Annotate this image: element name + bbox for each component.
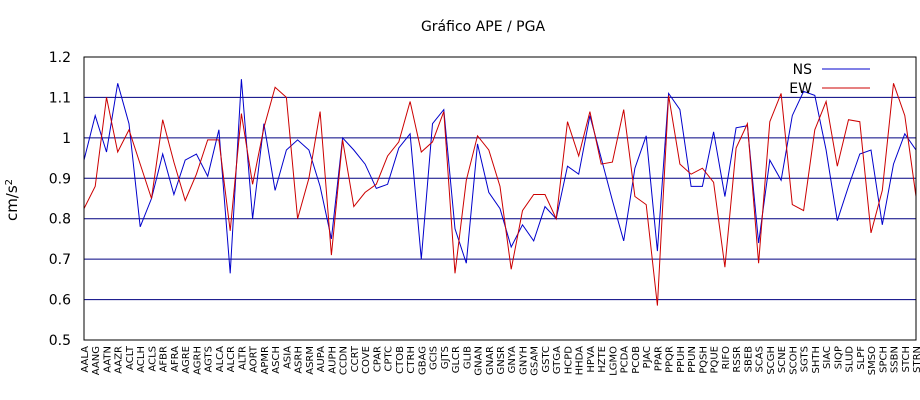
x-tick-label: GNSR [496,346,507,375]
x-tick-label: SHTH [811,346,822,374]
x-tick-label: AGTS [204,346,215,373]
y-tick-label: 1.1 [49,90,71,106]
x-tick-label: AFBR [159,346,170,372]
chart-title: Gráfico APE / PGA [421,19,545,35]
x-tick-label: AANG [91,346,102,375]
x-tick-label: GNAN [474,346,485,376]
x-tick-label: SLUD [845,346,856,373]
x-tick-label: ASCH [271,346,282,374]
x-tick-label: PQSH [698,346,709,374]
x-tick-label: GSTC [541,346,552,373]
x-tick-label: GCIS [429,346,440,370]
x-tick-label: GNYA [507,346,518,374]
x-tick-label: CTOB [395,346,406,374]
x-tick-label: SLPF [856,346,867,370]
x-tick-label: SGTS [800,346,811,372]
x-tick-label: RSSR [732,346,743,373]
x-tick-label: AATN [102,346,113,373]
legend: NS EW [789,62,870,97]
x-tick-label: AUPA [316,346,327,373]
x-tick-label: PJAC [642,346,653,368]
x-tick-label: SCNE [777,346,788,373]
x-tick-label: CCDN [339,346,350,375]
x-tick-label: AALA [80,346,91,373]
x-tick-label: SIAC [822,346,833,369]
x-tick-label: SMSO [867,346,878,375]
x-tick-label: GLCR [451,346,462,373]
x-axis-ticks: AALA AANG AATN AAZR ACLT ACLH ACLS AFBR AFRA AGRE… [80,345,920,376]
x-tick-label: ALTR [237,346,248,370]
x-tick-label: LGMO [608,346,619,376]
series-line-ew [83,83,917,306]
x-tick-label: APMR [260,346,271,374]
x-tick-label: PPAR [653,346,664,371]
x-tick-label: RIFO [721,346,732,370]
x-tick-label: SCOH [788,346,799,375]
legend-label: NS [793,62,812,78]
x-tick-label: SIQP [833,346,844,369]
x-tick-label: CPTC [384,346,395,372]
x-tick-label: ASRM [305,346,316,375]
x-tick-label: GBAG [417,346,428,375]
y-tick-label: 1.2 [49,50,71,66]
y-tick-label: 1 [62,131,71,147]
x-tick-label: COVE [361,346,372,374]
x-tick-label: ACLS [147,346,158,372]
y-tick-label: 0.8 [49,212,71,228]
series-line-ns [83,79,917,274]
x-tick-label: PPUH [676,346,687,373]
x-tick-label: GJTS [440,346,451,369]
x-tick-label: CCRT [350,345,361,372]
x-tick-label: HHDA [575,346,586,376]
y-axis-ticks: 0.5 0.6 0.7 0.8 0.9 1 1.1 1.2 [49,50,71,349]
x-tick-label: HPVA [586,346,597,373]
x-tick-label: ALCA [215,346,226,372]
x-tick-label: GSAM [530,346,541,376]
x-tick-label: HCPD [563,346,574,375]
x-tick-label: AUPH [327,346,338,374]
x-tick-label: SCGH [766,346,777,375]
x-tick-label: STRN [912,346,920,373]
x-tick-label: GNAR [485,346,496,375]
y-tick-label: 0.9 [49,171,71,187]
x-tick-label: AGRH [192,346,203,375]
x-tick-label: ASRH [294,346,305,374]
x-tick-label: AAZR [114,346,125,374]
x-tick-label: PPUN [687,346,698,373]
x-tick-label: PQUE [710,346,721,374]
plot-frame [83,56,917,341]
x-tick-label: ASIA [282,346,293,369]
x-tick-label: AGRE [181,346,192,374]
x-tick-label: ALCR [226,346,237,372]
x-tick-label: AFRA [170,346,181,372]
x-tick-label: PCDA [620,346,631,374]
x-tick-label: PCOB [631,346,642,374]
x-tick-label: SBEB [743,346,754,373]
x-tick-label: GTGA [552,346,563,374]
y-axis-label: cm/s2 [3,179,21,221]
x-tick-label: ACLH [136,346,147,373]
x-tick-label: SCAS [755,346,766,373]
x-tick-label: SSBN [890,346,901,373]
x-tick-label: SPCH [878,346,889,373]
x-tick-label: HZTE [597,346,608,373]
x-tick-label: STCH [901,346,912,372]
x-tick-label: GLIB [462,346,473,369]
x-tick-label: AORT [249,345,260,373]
y-tick-label: 0.6 [49,293,71,309]
x-tick-label: GNYH [518,346,529,375]
series-lines [83,79,917,306]
y-tick-label: 0.5 [49,333,71,349]
legend-label: EW [789,81,812,97]
x-tick-label: ACLT [125,345,136,370]
x-tick-label: CTRH [406,346,417,374]
x-tick-label: CPAR [372,346,383,372]
y-tick-label: 0.7 [49,252,71,268]
x-tick-label: PPQR [665,346,676,373]
